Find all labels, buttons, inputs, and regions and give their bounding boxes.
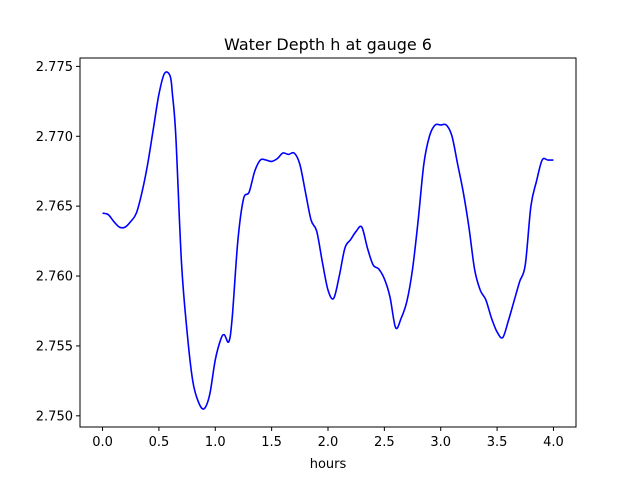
x-axis-label: hours: [310, 457, 347, 472]
y-tick-label: 2.760: [36, 270, 73, 285]
y-tick-label: 2.770: [36, 130, 73, 145]
plot-area: [102, 71, 554, 410]
x-tick-label: 4.0: [543, 435, 564, 450]
x-tick-label: 0.0: [92, 435, 113, 450]
x-axis: 0.0 0.5 1.0 1.5 2.0 2.5 3.0 3.5 4.0: [92, 427, 564, 450]
x-tick-label: 2.0: [318, 435, 339, 450]
y-tick-label: 2.755: [36, 339, 73, 354]
y-tick-label: 2.765: [36, 200, 73, 215]
y-tick-label: 2.750: [36, 409, 73, 424]
axes-frame: [79, 57, 577, 428]
x-tick-label: 2.5: [374, 435, 395, 450]
x-tick-label: 0.5: [149, 435, 170, 450]
series-line-0: [102, 71, 554, 410]
x-tick-label: 3.0: [430, 435, 451, 450]
y-axis: 2.750 2.755 2.760 2.765 2.770 2.775: [36, 60, 80, 424]
x-tick-label: 1.0: [205, 435, 226, 450]
x-tick-label: 3.5: [487, 435, 508, 450]
chart-title: Water Depth h at gauge 6: [224, 35, 432, 54]
y-tick-label: 2.775: [36, 60, 73, 75]
x-tick-label: 1.5: [261, 435, 282, 450]
